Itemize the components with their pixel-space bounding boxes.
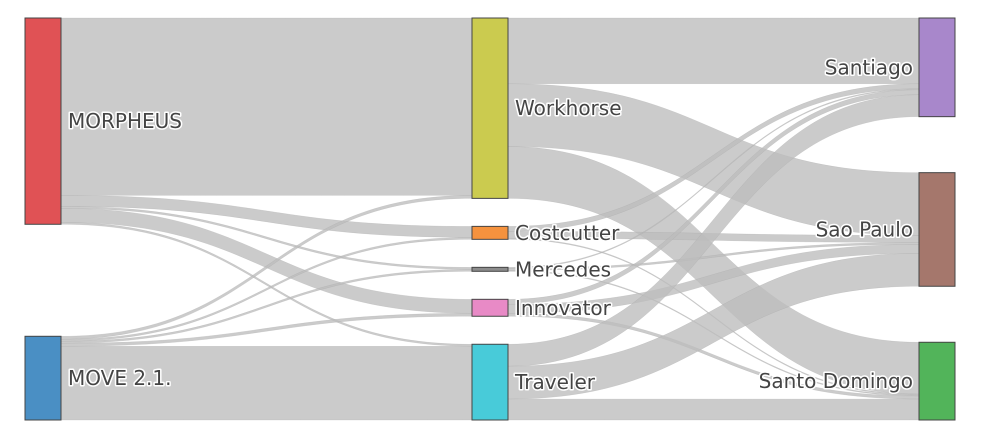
node-label-saopaulo: Sao Paulo	[816, 217, 913, 241]
link-morpheus-to-workhorse[interactable]	[60, 17, 473, 196]
link-traveler-to-santodomingo[interactable]	[507, 398, 920, 421]
link-move-to-costcutter[interactable]	[60, 237, 473, 342]
node-label-traveler: Traveler	[514, 370, 596, 394]
node-mercedes[interactable]	[471, 266, 509, 272]
nodes-layer	[24, 17, 956, 421]
node-label-innovator: Innovator	[515, 296, 612, 320]
node-santiago[interactable]	[918, 17, 956, 118]
node-label-costcutter: Costcutter	[515, 221, 620, 245]
node-label-morpheus: MORPHEUS	[68, 109, 182, 133]
node-label-santiago: Santiago	[825, 55, 913, 79]
node-santodomingo[interactable]	[918, 341, 956, 421]
node-label-santodomingo: Santo Domingo	[759, 369, 913, 393]
node-label-mercedes: Mercedes	[515, 257, 611, 281]
node-move[interactable]	[24, 335, 62, 421]
node-costcutter[interactable]	[471, 225, 509, 240]
node-label-move: MOVE 2.1.	[68, 366, 172, 390]
node-workhorse[interactable]	[471, 17, 509, 199]
node-innovator[interactable]	[471, 298, 509, 317]
node-traveler[interactable]	[471, 343, 509, 421]
node-morpheus[interactable]	[24, 17, 62, 225]
node-saopaulo[interactable]	[918, 172, 956, 287]
labels-layer: MORPHEUS MOVE 2.1. Workhorse Costcutter Merc…	[67, 54, 915, 396]
node-label-workhorse: Workhorse	[515, 96, 622, 120]
link-morpheus-to-innovator[interactable]	[60, 208, 473, 314]
